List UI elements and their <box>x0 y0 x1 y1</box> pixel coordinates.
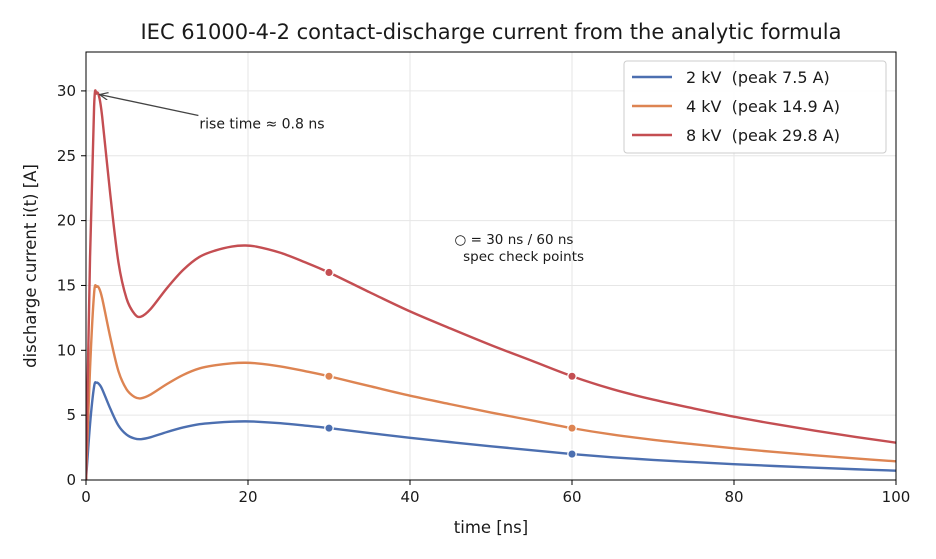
x-tick-label: 0 <box>81 488 91 506</box>
rise-time-annotation: rise time ≈ 0.8 ns <box>199 117 324 133</box>
x-tick-label: 20 <box>238 488 257 506</box>
spec-points-note-line2: spec check points <box>455 249 584 265</box>
x-axis-ticks: 0 20 40 60 80 100 <box>81 480 910 506</box>
y-tick-label: 20 <box>57 212 76 230</box>
x-tick-label: 100 <box>882 488 911 506</box>
annotations: rise time ≈ 0.8 ns ○ = 30 ns / 60 ns spe… <box>100 95 584 265</box>
x-tick-label: 40 <box>400 488 419 506</box>
spec-points-note-line1: ○ = 30 ns / 60 ns <box>455 232 574 248</box>
check-points-group <box>324 267 577 459</box>
legend-label-3: 8 kV (peak 29.8 A) <box>686 126 840 145</box>
chart-title: IEC 61000-4-2 contact-discharge current … <box>140 20 841 44</box>
y-tick-label: 0 <box>66 471 76 489</box>
x-tick-label: 60 <box>562 488 581 506</box>
check-point-marker <box>567 423 577 433</box>
y-tick-label: 5 <box>66 406 76 424</box>
legend: 2 kV (peak 7.5 A) 4 kV (peak 14.9 A) 8 kV … <box>623 60 887 154</box>
series-line-3 <box>86 89 896 480</box>
series-group <box>86 89 896 480</box>
check-point-marker <box>567 371 577 382</box>
legend-box <box>623 60 887 154</box>
plot-area <box>86 89 896 480</box>
check-point-marker <box>324 423 334 433</box>
y-axis-ticks: 0 5 10 15 20 25 30 <box>57 82 86 489</box>
y-tick-label: 15 <box>57 276 76 294</box>
y-tick-label: 30 <box>57 82 76 100</box>
y-axis-label: discharge current i(t) [A] <box>21 164 40 368</box>
y-tick-label: 25 <box>57 147 76 165</box>
plot-frame <box>85 51 897 481</box>
check-point-marker <box>567 449 577 459</box>
legend-label-1: 2 kV (peak 7.5 A) <box>686 68 830 87</box>
series-line-2 <box>86 284 896 480</box>
check-point-marker <box>324 371 334 382</box>
legend-label-2: 4 kV (peak 14.9 A) <box>686 97 840 116</box>
check-point-marker <box>324 267 334 278</box>
x-axis-label: time [ns] <box>454 518 528 537</box>
rise-time-arrow <box>100 95 199 117</box>
y-tick-label: 10 <box>57 341 76 359</box>
x-tick-label: 80 <box>724 488 743 506</box>
series-line-1 <box>86 381 896 480</box>
